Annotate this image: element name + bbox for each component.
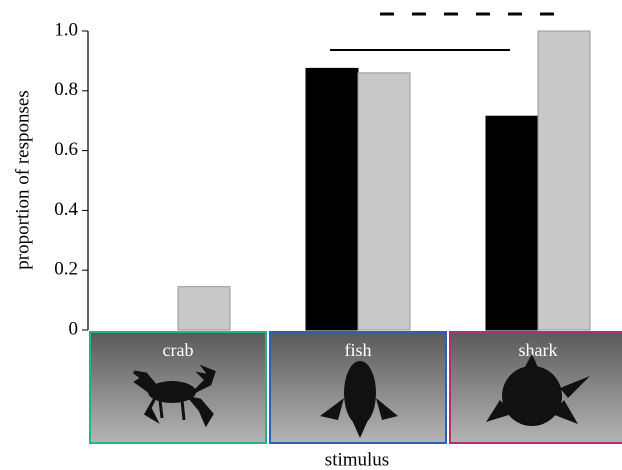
plot-area: 0 0.2 0.4 0.6 0.8 1.0 crab fish shark bbox=[54, 19, 591, 360]
x-tick-label: shark bbox=[519, 340, 558, 360]
fish-silhouette bbox=[320, 361, 398, 438]
bar bbox=[305, 67, 359, 331]
bar bbox=[177, 286, 231, 331]
x-tick-label: fish bbox=[345, 340, 372, 360]
shark-silhouette bbox=[486, 354, 590, 426]
bar bbox=[537, 30, 591, 331]
y-tick-label: 0.8 bbox=[54, 79, 78, 100]
crab-silhouette bbox=[133, 364, 216, 428]
y-tick-label: 0.2 bbox=[54, 259, 78, 280]
bar bbox=[357, 72, 411, 331]
y-tick-label: 0.6 bbox=[54, 139, 78, 160]
x-tick-label: crab bbox=[163, 340, 194, 360]
bar bbox=[485, 115, 539, 331]
y-tick-label: 0.4 bbox=[54, 199, 78, 220]
y-axis-label: proportion of responses bbox=[12, 90, 33, 269]
y-tick-label: 1.0 bbox=[54, 19, 78, 40]
x-axis-label: stimulus bbox=[325, 449, 389, 470]
y-tick-label: 0 bbox=[69, 318, 79, 339]
